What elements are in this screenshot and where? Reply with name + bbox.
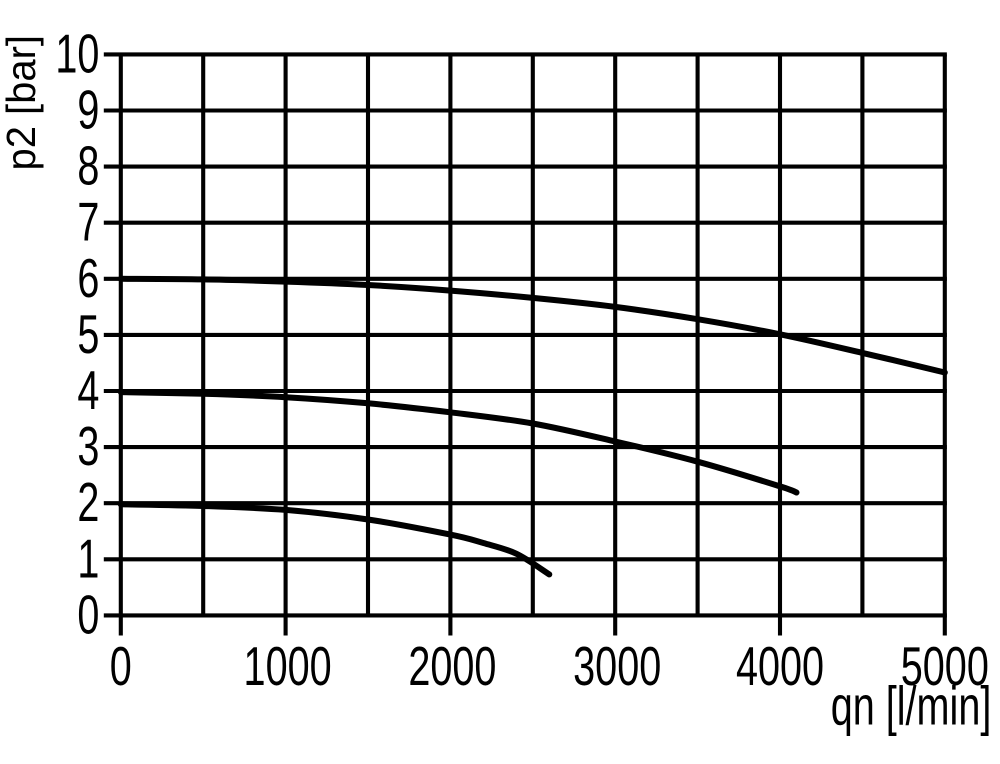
svg-text:3000: 3000 [573,635,661,697]
svg-text:2000: 2000 [408,635,496,697]
svg-text:6: 6 [77,247,99,309]
svg-text:7: 7 [77,191,99,253]
svg-text:1000: 1000 [244,635,332,697]
svg-text:0: 0 [77,583,99,645]
svg-text:2: 2 [77,471,99,533]
svg-text:p2 [bar]: p2 [bar] [0,35,44,171]
svg-text:9: 9 [77,79,99,141]
svg-text:1: 1 [77,527,99,589]
svg-text:5000: 5000 [901,635,989,697]
svg-text:3: 3 [77,415,99,477]
svg-text:4: 4 [77,359,99,421]
svg-text:8: 8 [77,135,99,197]
svg-text:0: 0 [110,635,132,697]
svg-text:4000: 4000 [736,635,824,697]
svg-text:5: 5 [77,303,99,365]
svg-text:10: 10 [55,22,99,84]
svg-text:qn [l/min]: qn [l/min] [831,675,992,737]
